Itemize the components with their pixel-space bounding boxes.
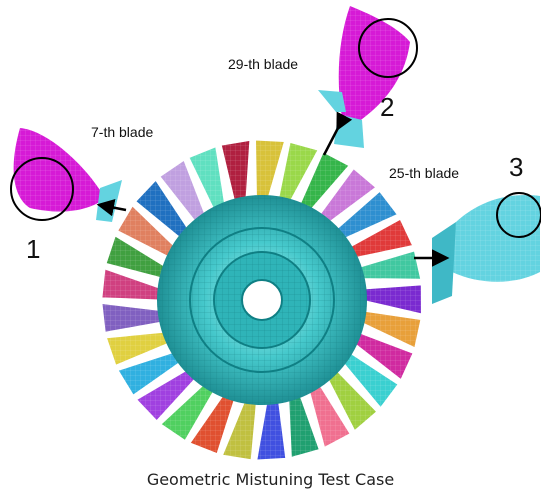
- ring-blade-mesh: [356, 251, 421, 280]
- arrow-blade-7: [96, 199, 127, 217]
- label-number-1: 1: [26, 234, 41, 264]
- blade-7-detached: [10, 128, 127, 222]
- ring-blade-mesh: [308, 382, 350, 448]
- disk-bore: [241, 279, 283, 321]
- label-25th-blade: 25-th blade: [389, 165, 460, 181]
- ring-blade-mesh: [161, 382, 216, 441]
- ring-blade-mesh: [278, 142, 318, 204]
- ring-blade-mesh: [352, 331, 413, 380]
- ring-blade-mesh: [189, 146, 225, 212]
- ring-blade-mesh: [190, 392, 236, 454]
- label-7th-blade: 7-th blade: [91, 124, 154, 140]
- ring-blade-mesh: [117, 206, 177, 258]
- ring-blade-mesh: [102, 303, 165, 333]
- ring-blade-mesh: [136, 368, 198, 421]
- label-number-2: 2: [380, 92, 395, 122]
- figure-caption: Geometric Mistuning Test Case: [146, 470, 395, 489]
- ring-blade-mesh: [102, 269, 163, 300]
- blade-7-root: [96, 180, 122, 222]
- ring-blade-mesh: [347, 219, 413, 258]
- arrow-blade-29: [322, 111, 353, 156]
- blade-25-mesh: [452, 195, 540, 282]
- ring-blade-mesh: [326, 368, 377, 431]
- ring-blade-mesh: [118, 351, 183, 396]
- highlight-circle-2: [358, 18, 418, 78]
- ring-blade-mesh: [221, 140, 250, 204]
- blade-25-detached: [414, 192, 541, 304]
- ring-blade-mesh: [361, 284, 422, 314]
- ring-blade-mesh: [318, 168, 376, 224]
- ring-blade-mesh: [341, 351, 398, 408]
- disk-rim-ring: [189, 227, 335, 373]
- label-number-3: 3: [509, 152, 524, 182]
- blade-ring: [101, 139, 422, 461]
- highlight-circle-3: [496, 192, 541, 238]
- blade-29-detached: [318, 6, 418, 156]
- disk-hub: [157, 195, 367, 405]
- ring-blade-mesh: [160, 160, 206, 224]
- ring-blade-mesh: [222, 398, 257, 460]
- ring-blade-mesh: [255, 140, 285, 201]
- highlight-circle-1: [10, 157, 74, 221]
- label-29th-blade: 29-th blade: [228, 56, 299, 72]
- blade-29-platform: [318, 90, 346, 112]
- ring-blade-mesh: [106, 236, 168, 279]
- ring-blade-mesh: [359, 310, 421, 348]
- ring-blade-mesh: [334, 191, 398, 240]
- blade-25-root: [432, 222, 456, 304]
- ring-blade-mesh: [299, 152, 349, 212]
- ring-blade-mesh: [288, 392, 320, 458]
- ring-blade-mesh: [136, 180, 190, 240]
- ring-blade-mesh: [106, 331, 172, 366]
- blade-29-mesh: [338, 6, 410, 122]
- ring-blade-mesh: [256, 398, 286, 460]
- blade-7-mesh: [13, 128, 109, 212]
